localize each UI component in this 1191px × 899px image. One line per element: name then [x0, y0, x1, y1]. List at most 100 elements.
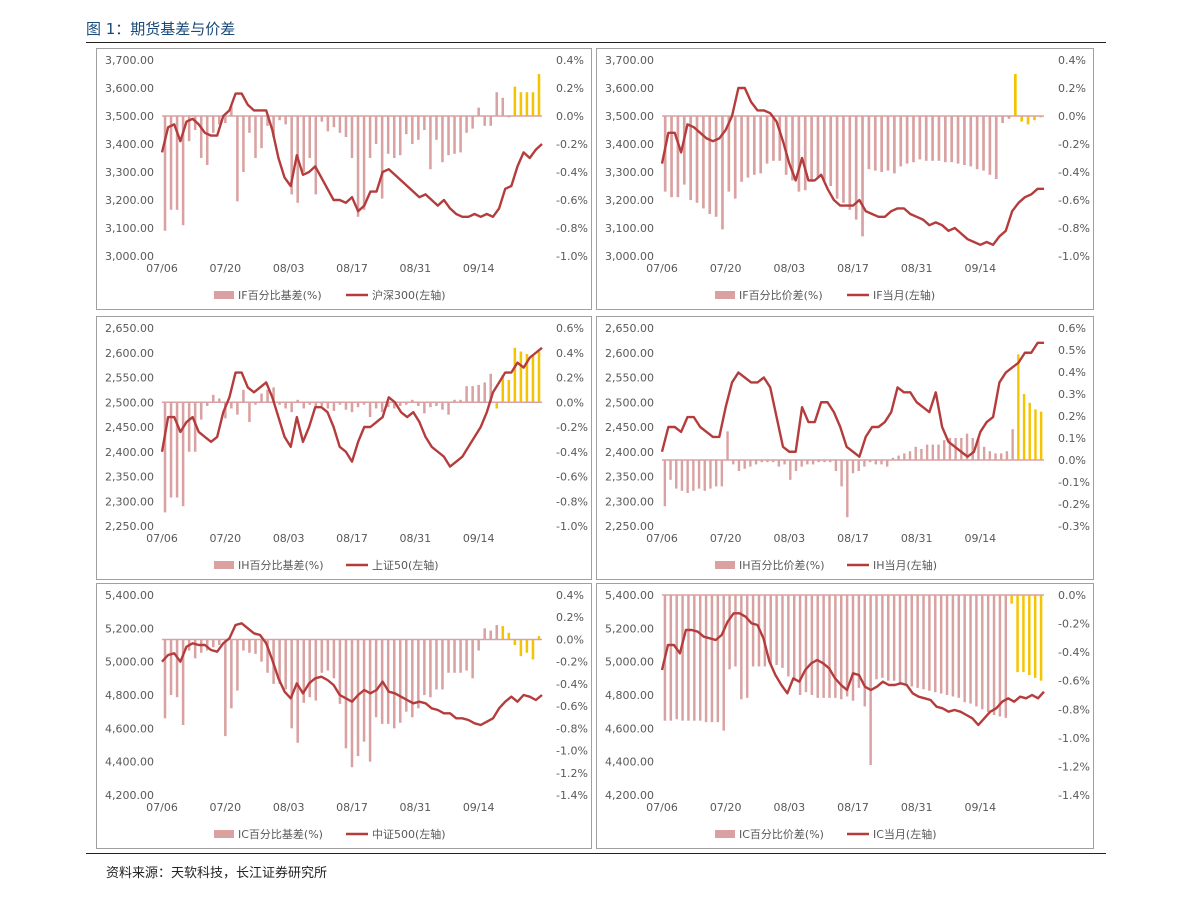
right-axis-tick-label: -1.0%: [1058, 732, 1090, 745]
basis-bar: [897, 455, 900, 460]
basis-bar: [284, 639, 287, 690]
basis-bar: [708, 116, 712, 214]
left-axis-tick-label: 5,400.00: [605, 589, 654, 602]
basis-bar: [988, 451, 992, 460]
basis-bar: [465, 116, 468, 133]
basis-bar: [905, 116, 909, 164]
basis-bar: [914, 446, 917, 460]
basis-bar: [193, 639, 197, 659]
basis-bar: [302, 116, 306, 172]
bar-series: [663, 354, 1043, 518]
right-axis-tick-label: 0.0%: [1058, 110, 1086, 123]
legend-bar-label: IF百分比基差(%): [238, 288, 322, 302]
basis-bar: [350, 116, 354, 158]
basis-bar: [793, 595, 796, 681]
right-axis-tick-label: -0.6%: [556, 471, 588, 484]
basis-bar: [501, 97, 505, 116]
basis-bar: [513, 347, 517, 403]
legend-bar-label: IC百分比基差(%): [238, 827, 323, 841]
basis-bar: [899, 116, 903, 167]
basis-bar: [772, 116, 775, 161]
basis-bar: [675, 595, 678, 720]
basis-bar: [344, 402, 348, 410]
right-axis-tick-label: -1.4%: [1058, 789, 1090, 802]
basis-bar: [248, 402, 251, 423]
right-axis-tick-label: 0.4%: [1058, 54, 1086, 67]
basis-bar: [175, 402, 179, 498]
basis-bar: [740, 116, 743, 182]
basis-bar: [797, 116, 801, 192]
basis-bar: [320, 402, 324, 406]
basis-bar: [356, 116, 360, 217]
basis-bar: [810, 116, 813, 182]
basis-bar: [822, 595, 825, 698]
basis-bar: [386, 402, 390, 408]
basis-bar: [971, 438, 974, 460]
basis-bar: [920, 449, 923, 460]
basis-bar: [816, 116, 820, 178]
basis-bar: [875, 595, 878, 680]
basis-bar: [681, 595, 684, 721]
x-axis-tick-label: 09/14: [964, 532, 996, 545]
bar-series: [163, 347, 541, 513]
right-axis-tick-label: -0.8%: [1058, 703, 1090, 716]
basis-bar: [986, 595, 990, 713]
legend-bar-swatch: [715, 291, 735, 299]
left-axis-tick-label: 3,600.00: [605, 82, 654, 95]
basis-bar: [477, 384, 480, 403]
basis-bar: [956, 116, 960, 164]
basis-bar: [175, 639, 179, 698]
basis-bar: [326, 402, 330, 409]
left-axis-tick-label: 2,250.00: [605, 520, 654, 533]
basis-bar: [670, 116, 673, 198]
right-axis-tick-label: -0.6%: [556, 194, 588, 207]
basis-bar: [332, 116, 336, 128]
basis-bar: [886, 460, 889, 467]
basis-bar: [891, 457, 895, 460]
legend-line-label: IF当月(左轴): [873, 288, 935, 302]
left-axis-tick-label: 2,550.00: [105, 372, 154, 385]
left-axis-tick-label: 3,300.00: [605, 166, 654, 179]
index-line: [160, 346, 543, 468]
right-axis-tick-label: -1.2%: [1058, 760, 1090, 773]
x-axis-tick-label: 09/14: [463, 532, 495, 545]
basis-bar: [193, 116, 197, 130]
right-axis-tick-label: -0.4%: [556, 166, 588, 179]
left-axis-tick-label: 3,300.00: [105, 166, 154, 179]
basis-bar: [489, 373, 492, 403]
basis-bar: [751, 595, 755, 667]
left-axis-tick-label: 3,700.00: [105, 54, 154, 67]
basis-bar: [798, 595, 802, 695]
left-axis-tick-label: 3,100.00: [105, 222, 154, 235]
basis-bar: [727, 116, 731, 192]
basis-bar: [218, 116, 221, 125]
basis-bar: [886, 116, 890, 171]
basis-bar: [840, 460, 843, 487]
basis-bar: [441, 639, 444, 690]
basis-bar: [687, 595, 690, 721]
chart-if-basis: 3,700.00 3,600.00 3,500.00 3,400.00 3,300.00…: [96, 48, 592, 310]
basis-bar: [368, 116, 372, 158]
basis-bar: [429, 402, 432, 408]
basis-bar: [916, 595, 919, 688]
basis-bar: [501, 375, 505, 403]
legend-bar-label: IH百分比价差(%): [739, 558, 825, 572]
basis-bar: [943, 116, 947, 163]
basis-bar: [922, 595, 925, 690]
basis-bar: [716, 595, 720, 723]
basis-bar: [350, 402, 354, 413]
basis-bar: [697, 460, 701, 489]
basis-bar: [368, 639, 372, 762]
basis-bar: [975, 595, 978, 707]
basis-bar: [236, 116, 239, 202]
basis-bar: [477, 107, 480, 116]
basis-bar: [1011, 429, 1014, 460]
right-axis-tick-label: 0.3%: [1058, 388, 1086, 401]
basis-bar: [675, 460, 678, 489]
basis-bar: [778, 116, 782, 161]
legend-line-label: 沪深300(左轴): [372, 288, 446, 302]
basis-bar: [465, 386, 468, 403]
basis-bar: [465, 639, 468, 671]
left-axis-tick-label: 3,200.00: [105, 194, 154, 207]
right-axis-tick-label: -1.0%: [556, 250, 588, 263]
